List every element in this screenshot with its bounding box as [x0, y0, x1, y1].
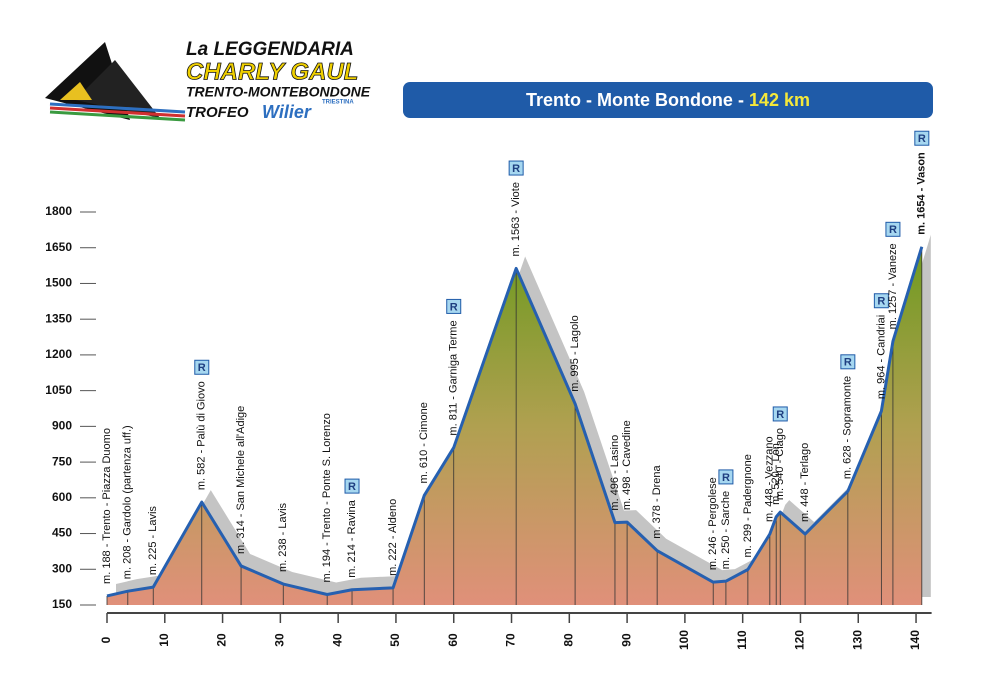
- point-label: m. 1257 - Vaneze: [887, 243, 899, 329]
- y-tick-label: 1200: [45, 347, 72, 361]
- point-label: m. 995 - Lagolo: [569, 315, 581, 391]
- climb-marker: [508, 160, 524, 176]
- y-tick-label: 450: [52, 526, 72, 540]
- climb-marker-label: R: [722, 472, 730, 484]
- logo: La LEGGENDARIA CHARLY GAUL TRENTO-MONTEB…: [45, 39, 371, 122]
- climb-marker: [718, 469, 734, 485]
- point-label: m. 448 - Terlago: [799, 443, 811, 522]
- y-tick-label: 1050: [45, 383, 72, 397]
- x-tick-label: 20: [215, 633, 229, 647]
- climb-marker-label: R: [889, 224, 897, 236]
- climb-marker: [840, 354, 856, 370]
- point-label: m. 520 - Lon: [770, 443, 782, 505]
- logo-text: CHARLY GAUL: [186, 58, 358, 85]
- x-tick-label: 140: [908, 630, 922, 650]
- y-tick-label: 150: [52, 597, 72, 611]
- climb-marker-label: R: [877, 296, 885, 308]
- point-label: m. 610 - Cimone: [418, 402, 430, 483]
- banner-text: Trento - Monte Bondone - 142 km: [526, 90, 810, 110]
- climb-marker-label: R: [918, 133, 926, 145]
- point-label: m. 238 - Lavis: [277, 502, 289, 572]
- y-tick-label: 600: [52, 490, 72, 504]
- climb-marker: [914, 130, 930, 146]
- point-label: m. 225 - Lavis: [147, 506, 159, 576]
- x-tick-label: 100: [677, 630, 691, 650]
- x-tick-label: 130: [850, 630, 864, 650]
- y-tick-label: 1350: [45, 311, 72, 325]
- point-label: m. 208 - Gardolo (partenza uff.): [122, 425, 134, 579]
- y-tick-label: 900: [52, 419, 72, 433]
- point-label: m. 628 - Sopramonte: [842, 376, 854, 479]
- x-tick-label: 110: [735, 630, 749, 650]
- logo-text: TRENTO-MONTEBONDONE: [186, 84, 371, 100]
- point-label: m. 811 - Garniga Terme: [448, 320, 460, 435]
- point-label: m. 246 - Pergolese: [707, 477, 719, 570]
- x-tick-label: 80: [561, 633, 575, 647]
- climb-marker: [446, 298, 462, 314]
- x-tick-label: 90: [619, 633, 633, 647]
- profile-area: [107, 246, 922, 606]
- x-tick-label: 70: [504, 633, 518, 647]
- y-tick-label: 1650: [45, 240, 72, 254]
- x-tick-label: 60: [446, 633, 460, 647]
- x-tick-label: 50: [388, 633, 402, 647]
- climb-marker: [772, 406, 788, 422]
- climb-marker-label: R: [348, 481, 356, 493]
- climb-marker: [344, 478, 360, 494]
- point-label: m. 1563 - Viote: [510, 182, 522, 256]
- point-label: m. 250 - Sarche: [720, 491, 732, 569]
- climb-marker: [885, 221, 901, 237]
- point-label: m. 964 - Candriai: [875, 315, 887, 399]
- point-label: m. 582 - Palù di Giovo: [196, 381, 208, 490]
- x-tick-label: 40: [330, 633, 344, 647]
- point-label: m. 540 - Ciago: [774, 428, 786, 500]
- point-label: m. 496 - Lasino: [609, 435, 621, 511]
- point-label: m. 1654 - Vason: [916, 152, 928, 235]
- x-tick-label: 30: [273, 633, 287, 647]
- climb-marker: [194, 359, 210, 375]
- climb-marker-label: R: [450, 301, 458, 313]
- y-tick-label: 300: [52, 561, 72, 575]
- logo-brand: Wilier: [262, 102, 312, 122]
- point-label: m. 194 - Trento - Ponte S. Lorenzo: [321, 413, 333, 582]
- climb-marker-label: R: [512, 163, 520, 175]
- x-tick-label: 0: [99, 636, 113, 643]
- point-label: m. 378 - Drena: [651, 464, 663, 538]
- point-label: m. 448 - Vezzano: [764, 436, 776, 522]
- point-label: m. 222 - Aldeno: [387, 499, 399, 576]
- point-label: m. 314 - San Michele all'Adige: [235, 406, 247, 554]
- point-label: m. 188 - Trento - Piazza Duomo: [101, 428, 113, 584]
- point-label: m. 214 - Ravina: [346, 499, 358, 578]
- y-tick-label: 1800: [45, 204, 72, 218]
- profile-line: [106, 246, 924, 598]
- logo-brand: TRIESTINA: [322, 100, 354, 106]
- y-tick-label: 1500: [45, 276, 72, 290]
- climb-marker-label: R: [776, 409, 784, 421]
- x-tick-label: 120: [793, 630, 807, 650]
- x-tick-label: 10: [157, 633, 171, 647]
- point-label: m. 498 - Cavedine: [621, 420, 633, 510]
- climb-marker-label: R: [198, 362, 206, 374]
- climb-marker: [873, 293, 889, 309]
- y-tick-label: 750: [52, 454, 72, 468]
- banner: [403, 82, 933, 118]
- climb-marker-label: R: [844, 357, 852, 369]
- logo-text: La LEGGENDARIA: [186, 39, 354, 60]
- point-label: m. 299 - Padergnone: [742, 454, 754, 557]
- logo-text: TROFEO: [186, 104, 249, 121]
